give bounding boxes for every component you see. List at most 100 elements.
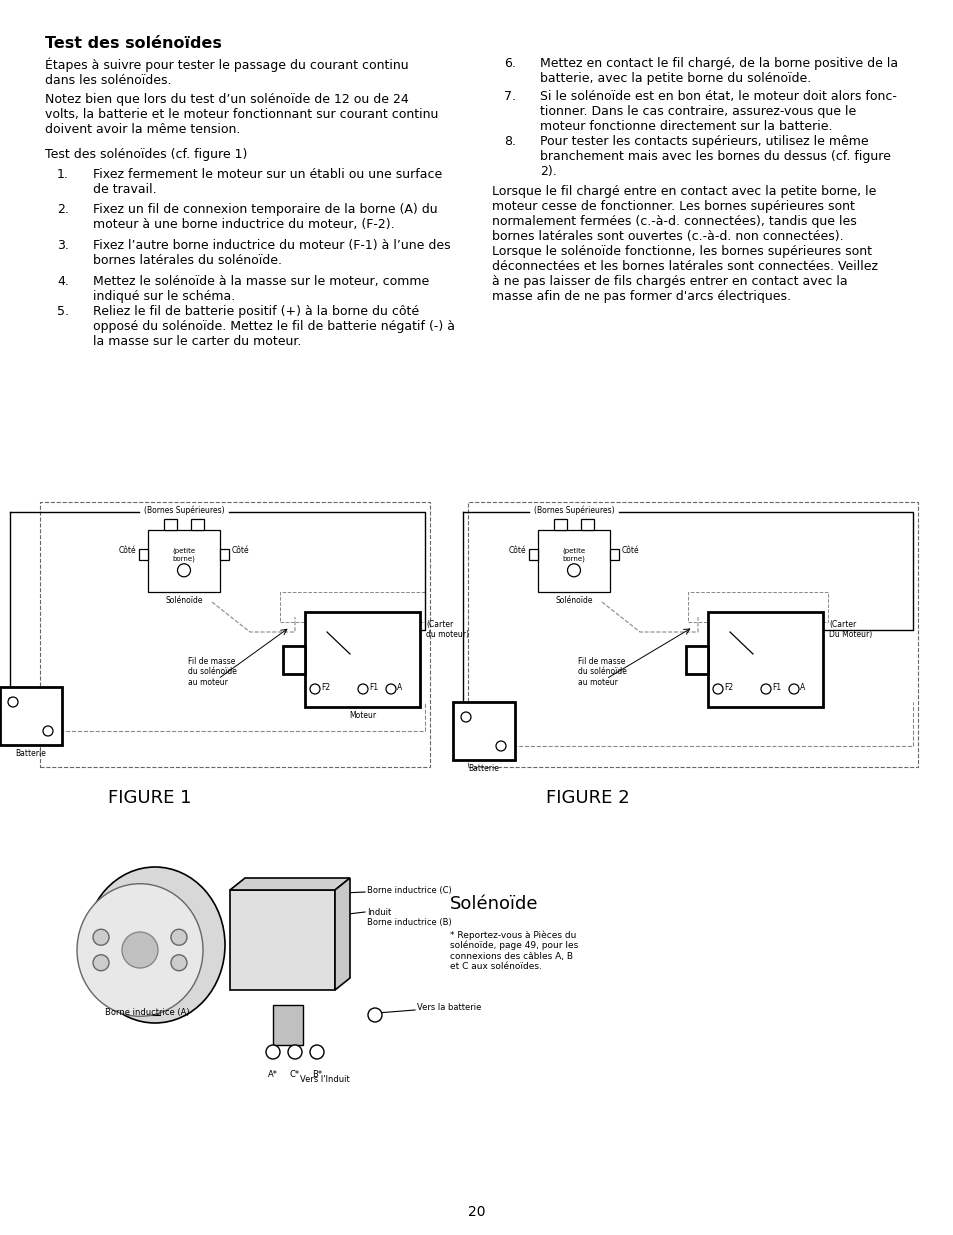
Text: Vers la batterie: Vers la batterie	[416, 1004, 481, 1013]
Text: 4.: 4.	[57, 275, 69, 288]
Bar	[148, 530, 220, 592]
Text: Fixez un fil de connexion temporaire de la borne (A) du
moteur à une borne induc: Fixez un fil de connexion temporaire de …	[92, 203, 437, 231]
Circle shape	[171, 929, 187, 945]
Circle shape	[496, 741, 505, 751]
Circle shape	[310, 684, 319, 694]
Circle shape	[171, 955, 187, 971]
Bar	[40, 501, 430, 767]
Text: Test des solénoïdes (cf. figure 1): Test des solénoïdes (cf. figure 1)	[45, 148, 247, 161]
Text: Côté: Côté	[508, 546, 525, 556]
Bar	[580, 519, 594, 530]
Circle shape	[177, 564, 191, 577]
Bar	[529, 550, 537, 561]
Bar	[164, 519, 177, 530]
Text: Moteur: Moteur	[349, 711, 375, 720]
Circle shape	[93, 955, 109, 971]
Text: Pour tester les contacts supérieurs, utilisez le même
branchement mais avec les : Pour tester les contacts supérieurs, uti…	[539, 135, 890, 178]
Text: 20: 20	[468, 1205, 485, 1219]
Text: Solénoïde: Solénoïde	[555, 597, 592, 605]
Text: Mettez le solénoïde à la masse sur le moteur, comme
indiqué sur le schéma.: Mettez le solénoïde à la masse sur le mo…	[92, 275, 429, 303]
Bar	[468, 501, 917, 767]
Text: 2.: 2.	[57, 203, 69, 216]
Polygon shape	[230, 878, 350, 890]
Text: 1.: 1.	[57, 168, 69, 182]
Text: F2: F2	[320, 683, 330, 692]
Text: Fixez l’autre borne inductrice du moteur (F-1) à l’une des
bornes latérales du s: Fixez l’autre borne inductrice du moteur…	[92, 240, 450, 267]
Text: Borne inductrice (C): Borne inductrice (C)	[367, 885, 452, 894]
Text: A: A	[396, 683, 402, 692]
Text: (petite
borne): (petite borne)	[562, 548, 585, 562]
Bar	[0, 687, 62, 745]
Bar	[273, 1005, 303, 1045]
Circle shape	[8, 697, 18, 706]
Text: (Bornes Supérieures): (Bornes Supérieures)	[533, 505, 614, 515]
Bar	[305, 613, 419, 706]
Text: Fixez fermement le moteur sur un établi ou une surface
de travail.: Fixez fermement le moteur sur un établi …	[92, 168, 442, 196]
Text: Mettez en contact le fil chargé, de la borne positive de la
batterie, avec la pe: Mettez en contact le fil chargé, de la b…	[539, 57, 897, 85]
Text: Côté: Côté	[232, 546, 250, 556]
Circle shape	[386, 684, 395, 694]
Text: C*: C*	[290, 1070, 300, 1079]
Text: Reliez le fil de batterie positif (+) à la borne du côté
opposé du solénoïde. Me: Reliez le fil de batterie positif (+) à …	[92, 305, 455, 348]
Text: Batterie: Batterie	[15, 748, 47, 758]
Text: (Bornes Supérieures): (Bornes Supérieures)	[144, 505, 224, 515]
Circle shape	[567, 564, 579, 577]
Bar	[707, 613, 822, 706]
Bar	[280, 592, 424, 622]
Circle shape	[712, 684, 722, 694]
Polygon shape	[335, 878, 350, 990]
Text: A: A	[800, 683, 804, 692]
Circle shape	[368, 1008, 381, 1023]
Text: Vers l'Induit: Vers l'Induit	[299, 1074, 350, 1084]
Text: 7.: 7.	[503, 90, 516, 103]
Text: Solénoïde: Solénoïde	[165, 597, 203, 605]
Text: Induit
Borne inductrice (B): Induit Borne inductrice (B)	[367, 908, 452, 927]
Bar	[609, 550, 618, 561]
Text: (+): (+)	[8, 698, 18, 703]
Circle shape	[93, 929, 109, 945]
Text: Côté: Côté	[118, 546, 136, 556]
Text: * Reportez-vous à Pièces du
solénoïde, page 49, pour les
connexions des câbles A: * Reportez-vous à Pièces du solénoïde, p…	[450, 930, 578, 971]
Text: FIGURE 2: FIGURE 2	[546, 789, 629, 806]
Text: Fil de masse
du solénoïde
au moteur: Fil de masse du solénoïde au moteur	[188, 657, 236, 687]
Text: Fil de masse
du solénoïde
au moteur: Fil de masse du solénoïde au moteur	[578, 657, 626, 687]
Text: Lorsque le fil chargé entre en contact avec la petite borne, le
moteur cesse de : Lorsque le fil chargé entre en contact a…	[492, 185, 877, 303]
Text: Solénoïde: Solénoïde	[450, 895, 537, 913]
Bar	[283, 646, 305, 673]
Text: Si le solénoïde est en bon état, le moteur doit alors fonc-
tionner. Dans le cas: Si le solénoïde est en bon état, le mote…	[539, 90, 896, 133]
Circle shape	[760, 684, 770, 694]
Circle shape	[357, 684, 368, 694]
Bar	[220, 550, 229, 561]
Text: A*: A*	[268, 1070, 277, 1079]
Ellipse shape	[77, 884, 203, 1016]
Text: F1: F1	[369, 683, 377, 692]
Text: 8.: 8.	[503, 135, 516, 148]
Bar	[687, 592, 827, 622]
Text: (Carter
du moteur): (Carter du moteur)	[426, 620, 469, 640]
Bar	[685, 646, 707, 673]
Text: 6.: 6.	[503, 57, 516, 70]
Circle shape	[43, 726, 53, 736]
Circle shape	[788, 684, 799, 694]
Text: 5.: 5.	[57, 305, 69, 317]
Bar	[191, 519, 204, 530]
Circle shape	[288, 1045, 302, 1058]
Circle shape	[310, 1045, 324, 1058]
Circle shape	[266, 1045, 280, 1058]
Bar	[554, 519, 566, 530]
Ellipse shape	[85, 867, 225, 1023]
Text: B*: B*	[312, 1070, 322, 1079]
Text: Étapes à suivre pour tester le passage du courant continu
dans les solénoïdes.: Étapes à suivre pour tester le passage d…	[45, 57, 408, 86]
Text: F2: F2	[723, 683, 732, 692]
Text: Batterie: Batterie	[468, 764, 499, 773]
Bar	[139, 550, 148, 561]
Circle shape	[122, 932, 158, 968]
Bar	[453, 701, 515, 760]
Circle shape	[460, 713, 471, 722]
Text: FIGURE 1: FIGURE 1	[108, 789, 192, 806]
Text: (Carter
Du Moteur): (Carter Du Moteur)	[828, 620, 871, 640]
Bar	[537, 530, 609, 592]
Text: 3.: 3.	[57, 240, 69, 252]
Bar	[230, 890, 335, 990]
Text: Test des solénoïdes: Test des solénoïdes	[45, 36, 222, 51]
